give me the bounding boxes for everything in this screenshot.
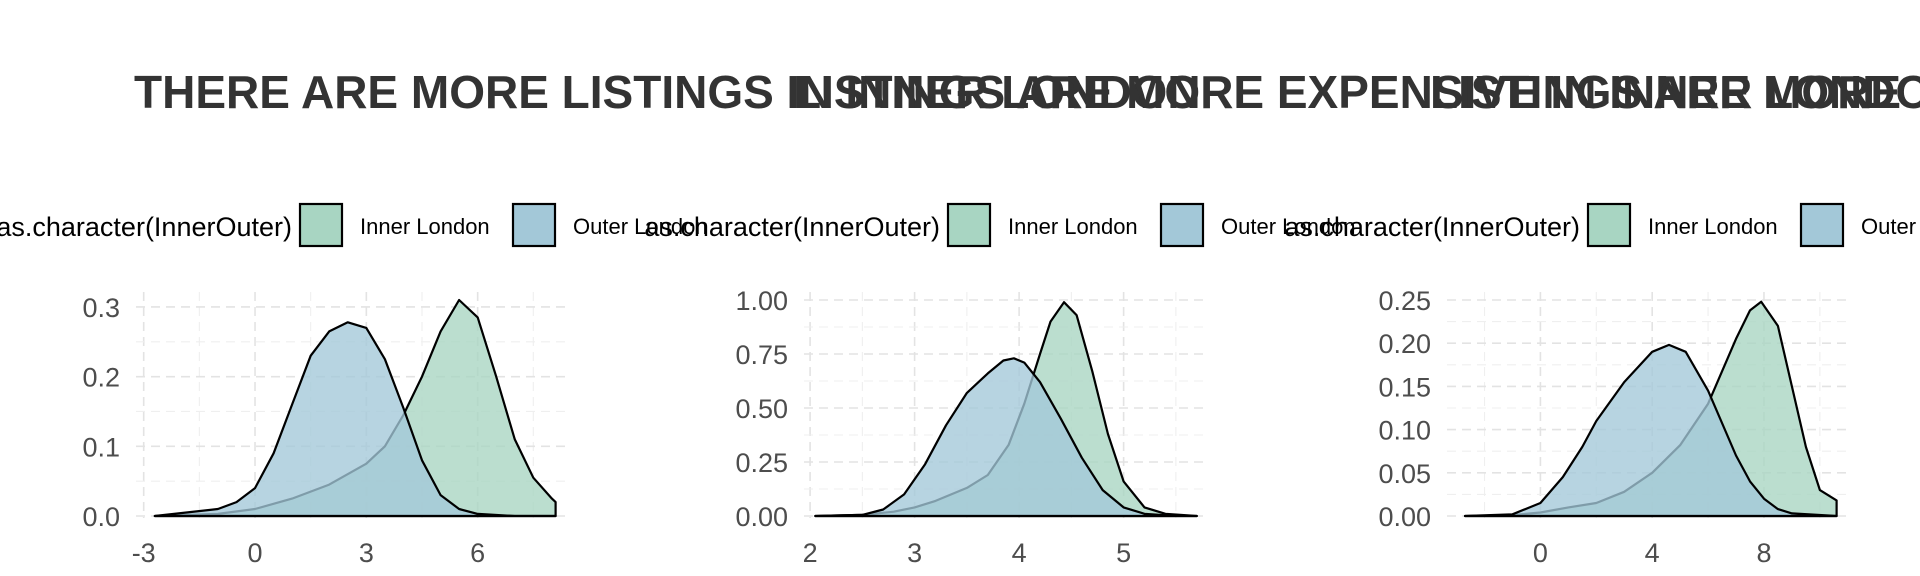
y-tick-label: 0.2: [82, 363, 120, 393]
chart-title: LISTINGS ARE MORE: [1430, 66, 1901, 118]
x-tick-label: 8: [1756, 538, 1771, 568]
y-tick-label: 0.00: [735, 502, 788, 532]
x-tick-label: 6: [470, 538, 485, 568]
x-tick-label: 4: [1645, 538, 1660, 568]
y-tick-label: 1.00: [735, 286, 788, 316]
legend: as.character(InnerOuter) Inner London Oute…: [0, 202, 708, 248]
legend-label: Outer London: [1221, 214, 1356, 239]
y-tick-label: 0.1: [82, 432, 120, 462]
gridlines: [804, 292, 1206, 518]
legend-key-inner-london: [298, 202, 344, 248]
y-tick-label: 0.20: [1378, 329, 1431, 359]
y-tick-label: 0.00: [1378, 502, 1431, 532]
x-tick-label: 3: [359, 538, 374, 568]
legend-title: as.character(InnerOuter): [0, 212, 292, 242]
y-tick-label: 0.15: [1378, 372, 1431, 402]
x-tick-label: 2: [803, 538, 818, 568]
x-tick-label: 4: [1012, 538, 1027, 568]
y-tick-label: 0.3: [82, 293, 120, 323]
density-area-outer-london: [153, 321, 557, 518]
legend-label: Inner London: [1648, 214, 1778, 239]
y-tick-label: 0.0: [82, 502, 120, 532]
legend-title: as.character(InnerOuter): [1284, 212, 1580, 242]
legend-label: Outer London: [1861, 214, 1920, 239]
x-tick-label: 3: [907, 538, 922, 568]
legend-key-inner-london: [1586, 202, 1632, 248]
legend-label: Inner London: [1008, 214, 1138, 239]
chart-title: LISTINGS ARE MORE EXPENSIVE IN INNER LON…: [793, 66, 1920, 118]
x-tick-label: 5: [1116, 538, 1131, 568]
legend-title: as.character(InnerOuter): [644, 212, 940, 242]
legend-key-outer-london: [511, 202, 557, 248]
legend: as.character(InnerOuter) Inner London Oute…: [1284, 202, 1920, 248]
y-tick-label: 0.25: [1378, 286, 1431, 316]
y-tick-label: 0.05: [1378, 459, 1431, 489]
chart-panel-3: 0.00 0.05 0.10 0.15 0.20 0.25 0 4 8 as.character(…: [1284, 66, 1920, 568]
legend: as.character(InnerOuter) Inner London Oute…: [644, 202, 1356, 248]
chart-title: THERE ARE MORE LISTINGS IN INNER LONDON: [134, 66, 1201, 118]
legend-key-outer-london: [1159, 202, 1205, 248]
legend-key-inner-london: [946, 202, 992, 248]
chart-panel-1: 0.0 0.1 0.2 0.3 -3 0 3 6 as.character(InnerOuter…: [0, 66, 1201, 568]
legend-key-outer-london: [1799, 202, 1845, 248]
density-area-outer-london: [1463, 343, 1838, 518]
density-area-outer-london: [814, 357, 1198, 518]
y-tick-label: 0.10: [1378, 416, 1431, 446]
x-tick-label: 0: [1533, 538, 1548, 568]
x-tick-label: -3: [132, 538, 156, 568]
y-tick-label: 0.25: [735, 448, 788, 478]
chart-panel-2: 0.00 0.25 0.50 0.75 1.00 2 3 4 5 as.character(Inn…: [644, 66, 1920, 568]
y-tick-label: 0.50: [735, 394, 788, 424]
legend-label: Inner London: [360, 214, 490, 239]
x-tick-label: 0: [248, 538, 263, 568]
y-tick-label: 0.75: [735, 340, 788, 370]
legend-label: Outer London: [573, 214, 708, 239]
